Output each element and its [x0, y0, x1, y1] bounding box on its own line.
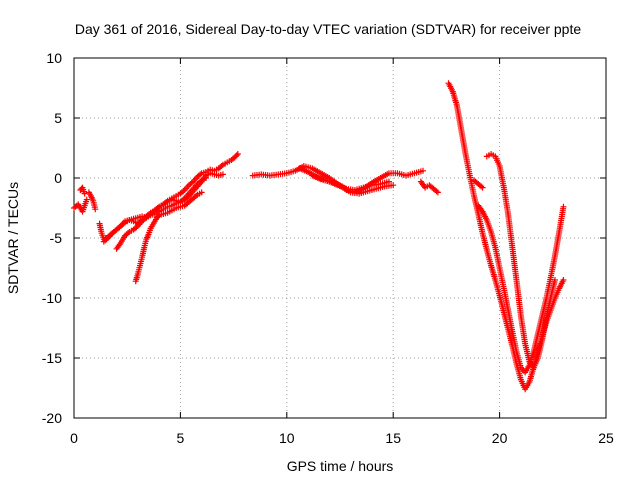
x-tick-label: 15	[385, 430, 401, 446]
data-point	[479, 184, 486, 191]
data-point	[551, 277, 558, 283]
y-axis-label: SDTVAR / TECUs	[5, 182, 21, 294]
y-tick-label: -15	[42, 350, 62, 366]
data-track	[249, 163, 426, 196]
data-point	[419, 167, 426, 174]
y-tick-label: 0	[54, 170, 62, 186]
data-point	[155, 213, 162, 220]
data-point	[219, 171, 226, 178]
data-point	[83, 196, 90, 203]
data-track	[417, 178, 441, 196]
x-tick-label: 25	[598, 430, 614, 446]
data-track	[77, 184, 88, 197]
data-track	[113, 170, 226, 252]
data-track	[71, 196, 90, 215]
x-tick-label: 5	[177, 430, 185, 446]
chart-title: Day 361 of 2016, Sidereal Day-to-day VTE…	[75, 21, 582, 37]
x-tick-label: 10	[279, 430, 295, 446]
data-track	[85, 189, 99, 213]
y-tick-label: -10	[42, 290, 62, 306]
data-track	[309, 172, 392, 193]
data-track	[471, 177, 486, 191]
y-tick-label: -5	[50, 230, 63, 246]
data-track	[445, 80, 567, 393]
data-track	[132, 189, 205, 285]
y-tick-label: 5	[54, 110, 62, 126]
axis-ticks: 0 5 10 15 20 25 -20 -15 -10 -5 0 5 10	[42, 50, 614, 446]
data-point	[560, 203, 567, 210]
x-tick-label: 20	[492, 430, 508, 446]
data-point	[560, 277, 567, 283]
data-point	[198, 189, 205, 196]
x-tick-label: 0	[70, 430, 78, 446]
data-track	[483, 151, 558, 371]
data-point	[234, 151, 241, 157]
grid	[74, 58, 606, 418]
y-tick-label: 10	[46, 50, 62, 66]
data-point	[385, 178, 392, 185]
data-point	[390, 182, 397, 189]
data-points	[71, 80, 567, 393]
x-axis-label: GPS time / hours	[287, 458, 394, 474]
data-point	[434, 189, 441, 196]
data-point	[92, 206, 99, 213]
y-tick-label: -20	[42, 410, 62, 426]
data-point	[81, 190, 88, 197]
data-point	[233, 152, 240, 159]
